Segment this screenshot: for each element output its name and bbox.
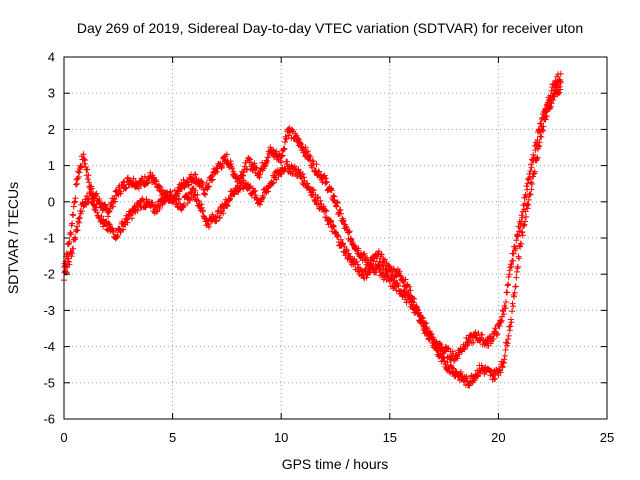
plot-frame — [63, 56, 608, 420]
y-tick-label: -6 — [43, 412, 55, 427]
x-tick-label: 25 — [600, 430, 614, 445]
y-axis-title: SDTVAR / TECUs — [5, 182, 21, 294]
y-tick-label: 4 — [48, 50, 55, 65]
data-points — [61, 70, 564, 389]
x-tick-label: 10 — [274, 430, 288, 445]
data-markers — [61, 70, 564, 364]
y-tick-label: -2 — [43, 267, 55, 282]
y-tick-label: -3 — [43, 303, 55, 318]
y-tick-label: -5 — [43, 375, 55, 390]
x-tick-label: 5 — [169, 430, 176, 445]
y-tick-label: 1 — [48, 158, 55, 173]
y-tick-label: 2 — [48, 122, 55, 137]
y-tick-label: 0 — [48, 194, 55, 209]
x-tick-label: 15 — [383, 430, 397, 445]
chart-title: Day 269 of 2019, Sidereal Day-to-day VTE… — [77, 20, 583, 36]
y-tick-label: -4 — [43, 339, 55, 354]
x-axis-title: GPS time / hours — [282, 456, 389, 472]
grid-lines — [64, 57, 607, 419]
y-tick-label: -1 — [43, 231, 55, 246]
x-tick-label: 20 — [491, 430, 505, 445]
axes: 0 5 10 15 20 25 -6 -5 -4 -3 -2 -1 0 1 2 3 4 — [43, 50, 614, 446]
x-tick-label: 0 — [60, 430, 67, 445]
y-tick-label: 3 — [48, 86, 55, 101]
